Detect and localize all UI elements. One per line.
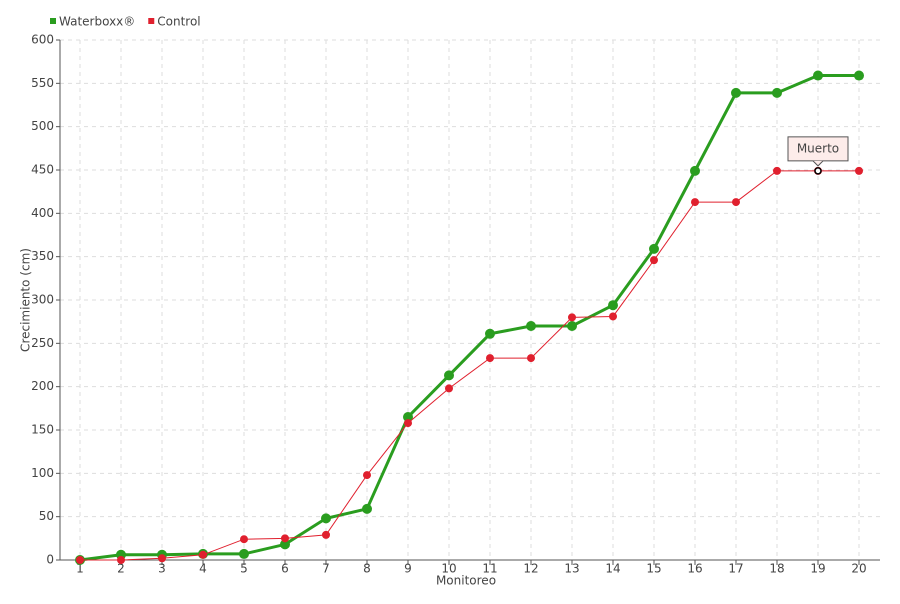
- data-point: [731, 87, 741, 98]
- x-tick-label: 3: [158, 562, 166, 576]
- x-tick-label: 15: [646, 562, 661, 576]
- data-point: [444, 370, 454, 381]
- y-tick-label: 500: [31, 119, 54, 133]
- data-point: [362, 503, 372, 514]
- x-tick-label: 8: [363, 562, 371, 576]
- data-point: [854, 70, 864, 81]
- x-tick-label: 20: [851, 562, 866, 576]
- y-tick-label: 300: [31, 293, 54, 307]
- data-point: [117, 556, 125, 564]
- data-point: [650, 256, 658, 265]
- data-point: [199, 550, 207, 559]
- y-axis-title: Crecimiento (cm): [19, 248, 33, 352]
- x-tick-label: 2: [117, 562, 125, 576]
- data-point: [567, 321, 577, 331]
- data-point: [690, 165, 700, 176]
- x-tick-label: 10: [441, 562, 456, 576]
- y-tick-label: 0: [46, 553, 54, 567]
- x-tick-label: 19: [810, 562, 825, 576]
- x-tick-label: 13: [564, 562, 579, 576]
- x-tick-label: 18: [769, 562, 784, 576]
- y-tick-label: 250: [31, 336, 54, 350]
- annotated-point: [814, 167, 822, 175]
- legend-label: Control: [157, 15, 200, 29]
- series-line: [80, 170, 859, 561]
- data-point: [527, 354, 535, 363]
- data-point: [404, 419, 412, 428]
- data-point: [773, 166, 781, 175]
- x-tick-label: 16: [687, 562, 702, 576]
- y-tick-label: 350: [31, 249, 54, 263]
- data-point: [608, 300, 618, 311]
- data-point: [485, 328, 495, 339]
- annotation-box: [787, 136, 849, 162]
- annotation-text: Muerto: [797, 141, 839, 155]
- data-point: [568, 313, 576, 322]
- data-point: [76, 556, 84, 564]
- x-tick-label: 5: [240, 562, 248, 576]
- y-tick-label: 450: [31, 163, 54, 177]
- data-point: [240, 535, 248, 544]
- data-point: [691, 198, 699, 207]
- x-tick-label: 6: [281, 562, 289, 576]
- x-tick-label: 11: [482, 562, 497, 576]
- legend-label: Waterboxx®: [59, 15, 135, 29]
- data-point: [486, 354, 494, 363]
- data-point: [813, 70, 823, 81]
- x-tick-label: 4: [199, 562, 207, 576]
- y-tick-label: 600: [31, 33, 54, 47]
- annotation-pointer: [812, 160, 824, 167]
- annotation: Muerto: [787, 136, 849, 167]
- x-tick-label: 9: [404, 562, 412, 576]
- data-point: [363, 471, 371, 480]
- data-point: [321, 513, 331, 524]
- data-point: [322, 530, 330, 539]
- x-tick-label: 17: [728, 562, 743, 576]
- data-point: [649, 243, 659, 254]
- y-tick-label: 550: [31, 76, 54, 90]
- x-tick-label: 7: [322, 562, 330, 576]
- x-tick-label: 14: [605, 562, 620, 576]
- data-point: [609, 312, 617, 321]
- data-point: [281, 534, 289, 543]
- data-point: [526, 321, 536, 331]
- series-line: [79, 74, 859, 562]
- y-tick-label: 400: [31, 206, 54, 220]
- data-point: [158, 554, 166, 563]
- y-tick-label: 100: [31, 466, 54, 480]
- x-tick-label: 12: [523, 562, 538, 576]
- data-point: [732, 198, 740, 207]
- x-axis-title: Monitoreo: [436, 574, 496, 588]
- data-point: [855, 166, 863, 175]
- y-tick-label: 200: [31, 379, 54, 393]
- legend-swatch: [148, 18, 155, 24]
- data-point: [445, 384, 453, 393]
- data-point: [280, 539, 290, 550]
- data-point: [239, 548, 249, 559]
- legend-swatch: [50, 18, 56, 24]
- data-point: [772, 87, 782, 98]
- data-point: [403, 412, 413, 422]
- y-tick-label: 150: [31, 423, 54, 437]
- y-tick-label: 50: [39, 509, 54, 523]
- x-tick-label: 1: [76, 562, 84, 576]
